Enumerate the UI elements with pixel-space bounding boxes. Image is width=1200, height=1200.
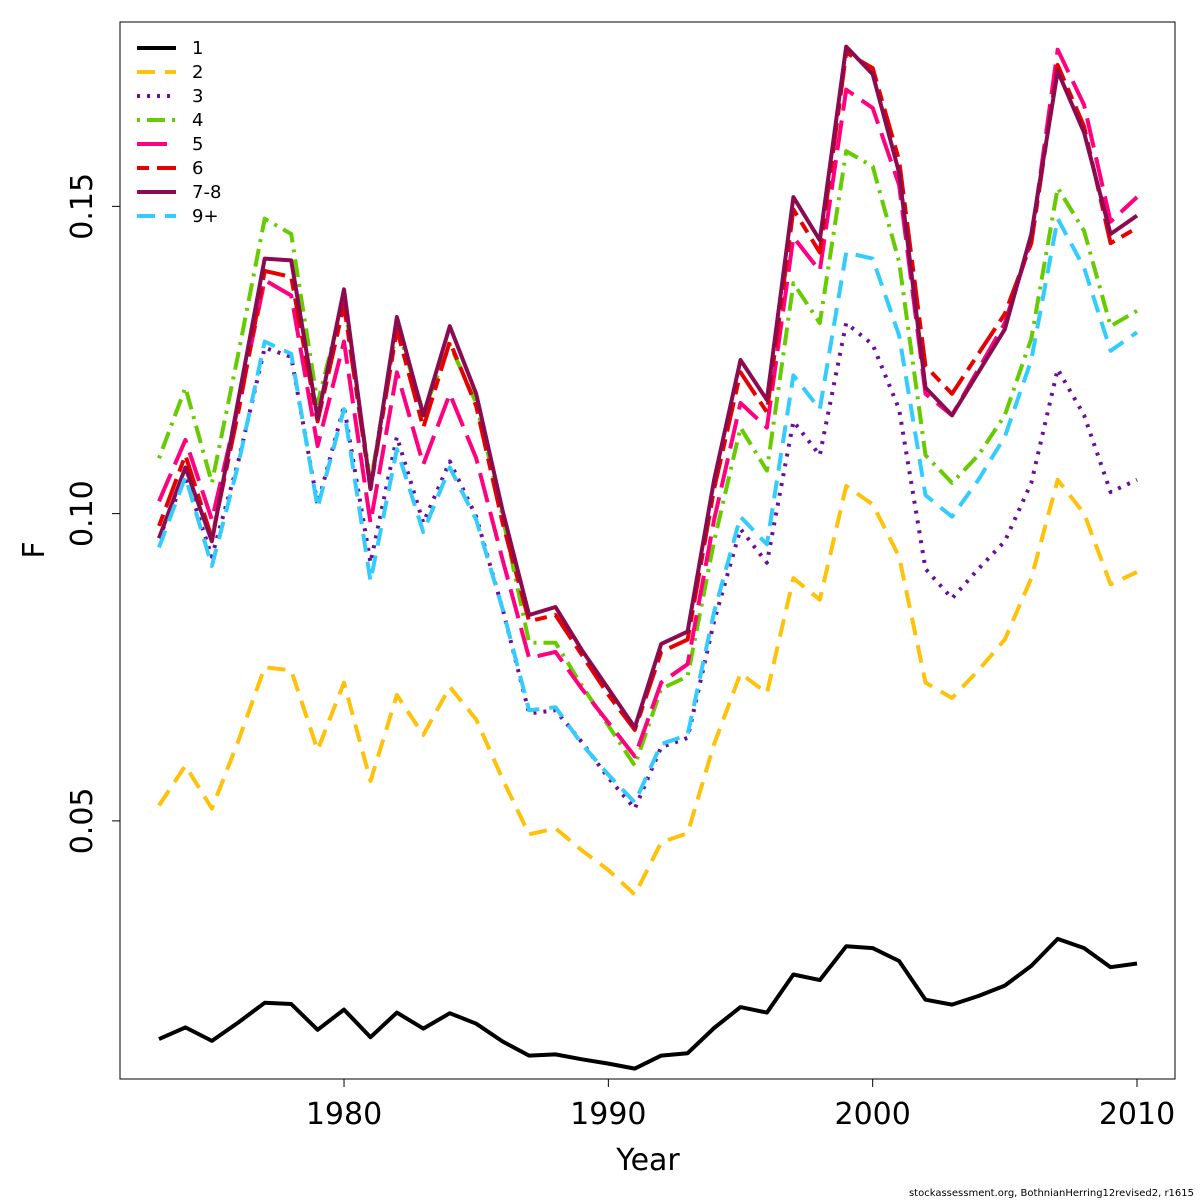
legend-label-9+: 9+	[192, 206, 219, 227]
plot-frame	[119, 21, 1176, 1080]
footer-credit: stockassessment.org, BothnianHerring12re…	[909, 1188, 1194, 1199]
y-tick-label: 0.15	[65, 173, 100, 240]
series-layer	[157, 44, 1139, 1071]
series-line-5	[157, 47, 1139, 759]
x-axis: 1980 1990 2000 2010	[306, 1079, 1175, 1132]
series-line-7-8	[157, 44, 1139, 730]
x-tick-label: 2000	[834, 1097, 910, 1132]
series-line-1	[158, 936, 1138, 1071]
y-axis: 0.05 0.10 0.15	[65, 173, 120, 854]
series-line-3	[157, 321, 1138, 811]
x-axis-title: Year	[615, 1143, 680, 1178]
legend-label-1: 1	[192, 38, 203, 59]
x-tick-label: 1980	[306, 1097, 382, 1132]
x-tick-label: 1990	[570, 1097, 646, 1132]
legend-label-6: 6	[192, 158, 203, 179]
series-line-6	[157, 50, 1139, 732]
legend-label-5: 5	[192, 134, 203, 155]
y-tick-label: 0.10	[65, 480, 100, 547]
series-line-4	[157, 149, 1139, 768]
series-line-9+	[157, 216, 1139, 805]
legend-label-2: 2	[192, 62, 203, 83]
x-tick-label: 2010	[1099, 1097, 1175, 1132]
legend: 1 2 3 4 5 6 7-8 9+	[137, 38, 221, 227]
series-line-2	[157, 477, 1138, 897]
legend-label-3: 3	[192, 86, 203, 107]
legend-label-4: 4	[192, 110, 203, 131]
legend-label-7-8: 7-8	[192, 182, 221, 203]
y-axis-title: F	[17, 541, 52, 558]
y-tick-label: 0.05	[65, 787, 100, 854]
